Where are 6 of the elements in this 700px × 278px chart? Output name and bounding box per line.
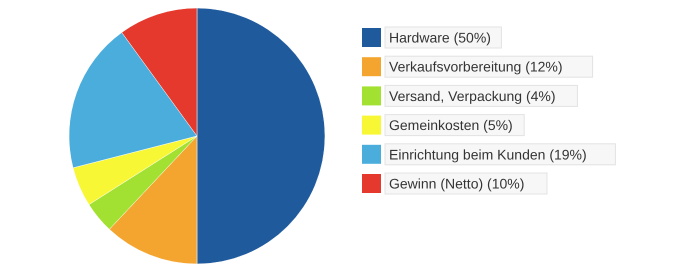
legend-label: Hardware (50%) <box>389 30 491 46</box>
legend-label: Versand, Verpackung (4%) <box>389 88 556 104</box>
legend-label: Einrichtung beim Kunden (19%) <box>389 146 587 162</box>
legend-label: Verkaufsvorbereitung (12%) <box>389 58 563 75</box>
legend-label: Gewinn (Netto) (10%) <box>389 176 524 192</box>
legend-label: Gemeinkosten (5%) <box>389 117 513 134</box>
